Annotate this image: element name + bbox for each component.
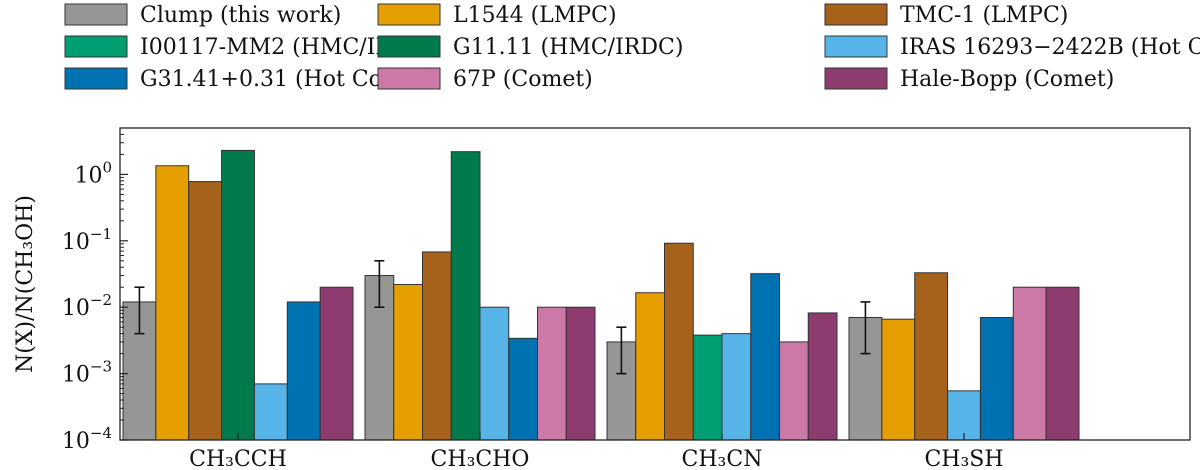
legend-swatch: [64, 3, 128, 26]
y-axis-label: N(X)/N(CH₃OH): [13, 195, 38, 373]
bar-g31-41-0-31-hot-core-: [979, 316, 1014, 441]
bar-iras-16293-2422b-hot-corino-: [721, 333, 752, 441]
legend-item: Hale-Bopp (Comet): [824, 67, 1114, 92]
plot-frame: [119, 127, 1191, 441]
legend-item: 67P (Comet): [377, 67, 593, 92]
legend-label: Hale-Bopp (Comet): [900, 67, 1114, 92]
legend-item: Clump (this work): [64, 3, 341, 28]
bar-iras-16293-2422b-hot-corino-: [947, 390, 981, 441]
legend-swatch: [64, 35, 128, 58]
x-axis: CH₃CCH CH₃CHO CH₃CN CH₃SH: [189, 433, 1004, 470]
y-tick-label: 10−1: [62, 225, 112, 255]
legend-swatch: [824, 35, 888, 58]
x-tick-label: CH₃CHO: [431, 447, 530, 470]
bar-hale-bopp-comet-: [807, 312, 838, 441]
bar-l1544-lmpc-: [881, 318, 916, 441]
legend-item: TMC-1 (LMPC): [824, 3, 1068, 28]
bar-hale-bopp-comet-: [565, 306, 596, 441]
bar-i00117-mm2-hmc-irdc-: [692, 334, 723, 441]
legend-swatch: [64, 67, 128, 90]
bar-hale-bopp-comet-: [1045, 286, 1080, 441]
y-tick-label: 100: [74, 158, 112, 188]
bar-g31-41-0-31-hot-core-: [286, 301, 321, 441]
bars: [122, 149, 1080, 441]
x-tick-label: CH₃SH: [924, 447, 1003, 470]
y-axis: 10−4 10−3 10−2 10−1 100: [62, 127, 128, 454]
bar-67p-comet-: [779, 341, 809, 441]
legend-item: IRAS 16293−2422B (Hot Corino): [824, 35, 1200, 60]
legend-swatch: [824, 3, 888, 26]
legend-label: Clump (this work): [140, 3, 341, 28]
legend-swatch: [824, 67, 888, 90]
bar-iras-16293-2422b-hot-corino-: [253, 383, 288, 441]
legend-label: G31.41+0.31 (Hot Core): [140, 67, 414, 92]
bar-67p-comet-: [537, 306, 567, 441]
y-tick-label: 10−3: [62, 358, 112, 388]
bar-g11-11-hmc-irdc-: [450, 151, 481, 441]
legend-label: L1544 (LMPC): [453, 3, 617, 28]
bar-l1544-lmpc-: [155, 165, 190, 441]
bar-l1544-lmpc-: [393, 283, 423, 441]
bar-g31-41-0-31-hot-core-: [750, 273, 780, 441]
legend-label: 67P (Comet): [453, 67, 593, 92]
y-tick-label: 10−4: [62, 424, 112, 454]
legend-label: G11.11 (HMC/IRDC): [453, 35, 683, 60]
legend: Clump (this work)I00117-MM2 (HMC/IRDC)G3…: [64, 3, 1200, 92]
bar-l1544-lmpc-: [635, 292, 665, 441]
bar-iras-16293-2422b-hot-corino-: [479, 306, 510, 441]
bar-g11-11-hmc-irdc-: [221, 149, 255, 441]
bar-g31-41-0-31-hot-core-: [508, 337, 538, 441]
x-tick-label: CH₃CN: [682, 447, 763, 470]
legend-swatch: [377, 67, 441, 90]
legend-label: IRAS 16293−2422B (Hot Corino): [900, 35, 1200, 60]
legend-swatch: [377, 3, 441, 26]
y-tick-label: 10−2: [62, 291, 112, 321]
legend-item: L1544 (LMPC): [377, 3, 617, 28]
legend-item: G11.11 (HMC/IRDC): [377, 35, 683, 60]
legend-swatch: [377, 35, 441, 58]
bar-tmc-1-lmpc-: [422, 251, 452, 441]
bar-tmc-1-lmpc-: [914, 272, 949, 441]
bar-67p-comet-: [1012, 286, 1047, 441]
legend-item: G31.41+0.31 (Hot Core): [64, 67, 414, 92]
legend-label: TMC-1 (LMPC): [900, 3, 1068, 28]
x-tick-label: CH₃CCH: [189, 447, 287, 470]
bar-tmc-1-lmpc-: [664, 242, 694, 441]
bar-tmc-1-lmpc-: [188, 181, 223, 441]
bar-hale-bopp-comet-: [319, 286, 354, 441]
